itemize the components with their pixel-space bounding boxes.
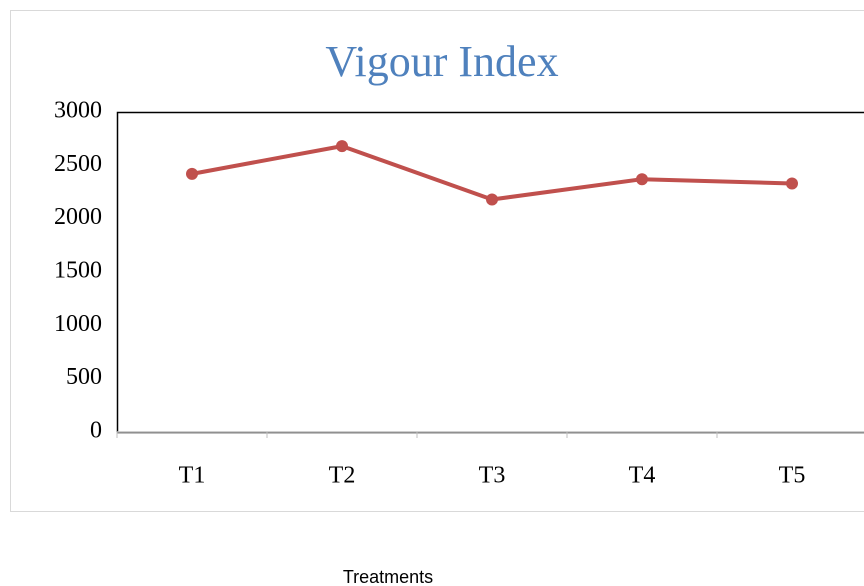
x-tick-label: T3 [479, 463, 506, 489]
x-axis-title: Treatments [343, 567, 433, 586]
y-tick-label: 2000 [54, 204, 102, 230]
y-tick-label: 0 [90, 418, 102, 444]
series-marker [336, 140, 348, 153]
x-tick-label: T4 [629, 463, 656, 489]
series-marker [186, 167, 198, 180]
y-tick-label: 500 [66, 364, 102, 390]
y-tick-label: 1000 [54, 311, 102, 337]
chart-title: Vigour Index [325, 37, 558, 86]
y-tick-label: 1500 [54, 258, 102, 284]
x-tick-label: T5 [779, 463, 806, 489]
series-marker [486, 193, 498, 206]
y-tick-label: 2500 [54, 151, 102, 177]
chart-frame [10, 10, 864, 512]
y-tick-label: 3000 [54, 98, 102, 124]
x-tick-label: T2 [329, 463, 356, 489]
series-marker [636, 173, 648, 186]
series-marker [786, 177, 798, 190]
x-tick-label: T1 [179, 463, 206, 489]
